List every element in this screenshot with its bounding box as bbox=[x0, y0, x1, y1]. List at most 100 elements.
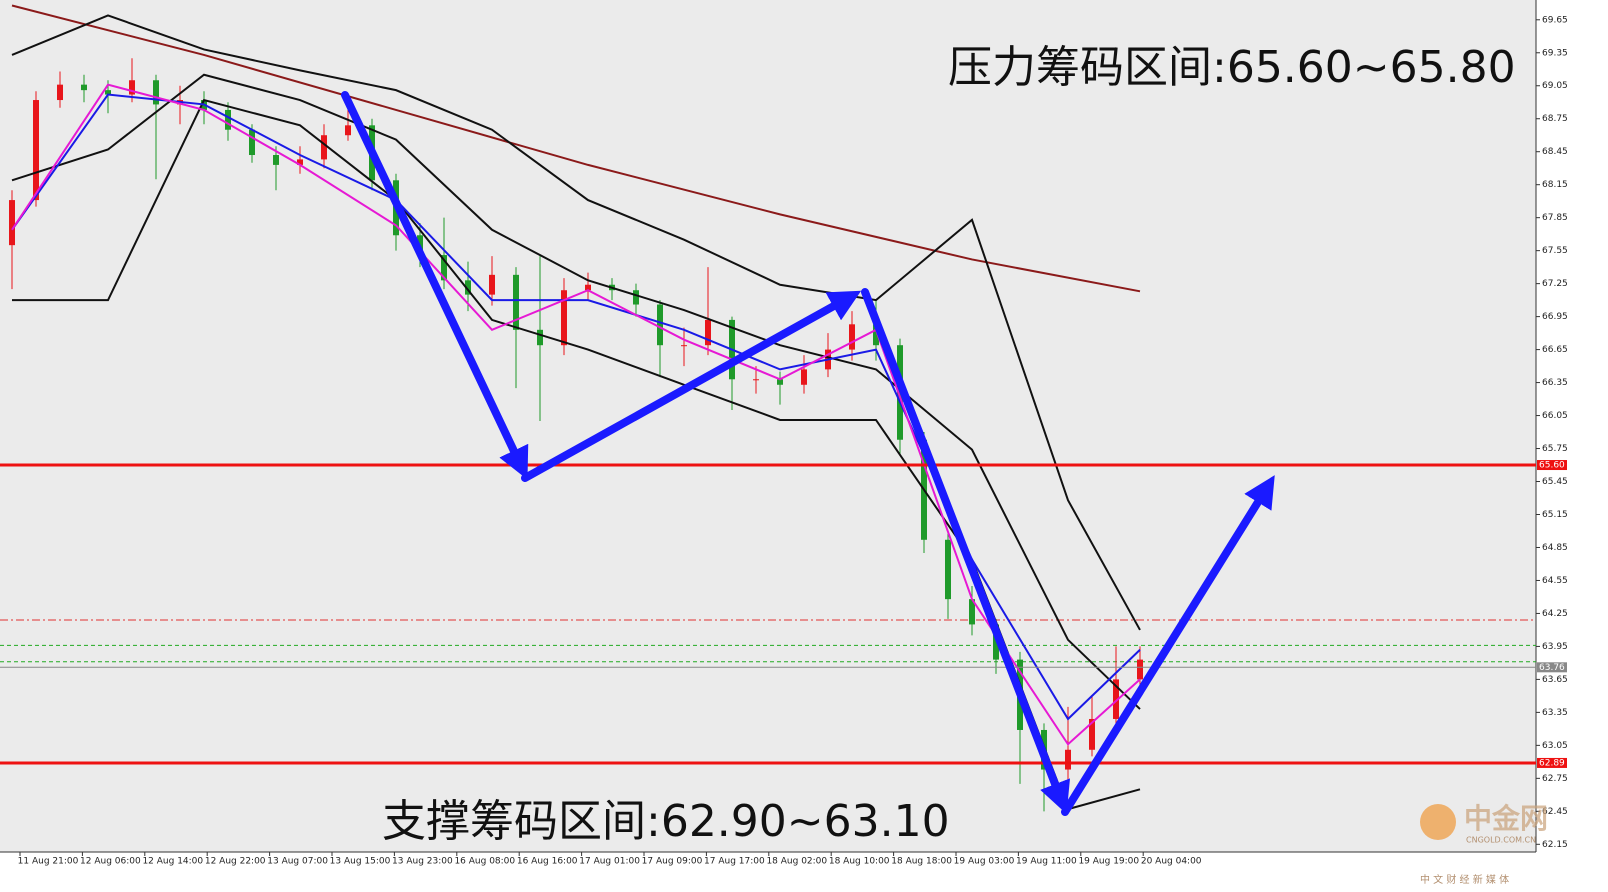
x-tick-label: 13 Aug 23:00 bbox=[392, 857, 453, 867]
candle-body bbox=[561, 290, 567, 346]
candle-body bbox=[321, 135, 327, 160]
candle-body bbox=[753, 379, 759, 381]
x-tick-label: 12 Aug 22:00 bbox=[205, 857, 266, 867]
watermark: 中 文 财 经 新 媒 体 bbox=[1420, 873, 1509, 886]
x-tick-label: 17 Aug 09:00 bbox=[642, 857, 703, 867]
candle-body bbox=[1065, 749, 1071, 770]
candle-body bbox=[513, 274, 519, 330]
y-tick-label: 67.25 bbox=[1542, 279, 1568, 289]
y-tick-label: 69.65 bbox=[1542, 15, 1568, 25]
annotation: 压力筹码区间:65.60~65.80 bbox=[948, 42, 1516, 93]
candle-body bbox=[33, 100, 39, 201]
y-tick-label: 63.95 bbox=[1542, 642, 1568, 652]
candle-body bbox=[105, 90, 111, 95]
y-tick-label: 68.15 bbox=[1542, 180, 1568, 190]
candle-body bbox=[1137, 659, 1143, 680]
candle-body bbox=[777, 379, 783, 385]
y-tick-label: 64.85 bbox=[1542, 543, 1568, 553]
y-tick-label: 64.55 bbox=[1542, 576, 1568, 586]
candle-body bbox=[441, 255, 447, 281]
y-tick-label: 62.15 bbox=[1542, 840, 1568, 850]
y-axis-area bbox=[1536, 0, 1608, 892]
y-tick-label: 62.75 bbox=[1542, 774, 1568, 784]
y-tick-label: 66.35 bbox=[1542, 378, 1568, 388]
x-tick-label: 12 Aug 14:00 bbox=[142, 857, 203, 867]
candle-body bbox=[873, 324, 879, 346]
candle-body bbox=[129, 80, 135, 95]
candle-body bbox=[297, 159, 303, 165]
x-tick-label: 17 Aug 17:00 bbox=[704, 857, 765, 867]
x-tick-label: 16 Aug 16:00 bbox=[517, 857, 578, 867]
annotation: 支撑筹码区间:62.90~63.10 bbox=[382, 796, 950, 847]
level-tag bbox=[1537, 662, 1567, 673]
y-tick-label: 67.55 bbox=[1542, 246, 1568, 256]
x-tick-label: 16 Aug 08:00 bbox=[454, 857, 515, 867]
y-tick-label: 63.35 bbox=[1542, 708, 1568, 718]
x-tick-label: 12 Aug 06:00 bbox=[80, 857, 141, 867]
y-tick-label: 66.95 bbox=[1542, 312, 1568, 322]
watermark-logo bbox=[1420, 804, 1456, 840]
candle-body bbox=[225, 109, 231, 130]
indicator-line bbox=[11, 4, 1141, 293]
y-tick-label: 62.45 bbox=[1542, 807, 1568, 817]
y-tick-label: 66.65 bbox=[1542, 345, 1568, 355]
x-tick-label: 18 Aug 02:00 bbox=[766, 857, 827, 867]
x-tick-label: 20 Aug 04:00 bbox=[1141, 857, 1202, 867]
candle-body bbox=[465, 280, 471, 295]
y-tick-label: 67.85 bbox=[1542, 213, 1568, 223]
x-tick-label: 18 Aug 18:00 bbox=[891, 857, 952, 867]
level-tag bbox=[1537, 460, 1567, 471]
candle-body bbox=[9, 200, 15, 246]
x-tick-label: 19 Aug 03:00 bbox=[954, 857, 1015, 867]
y-tick-label: 66.05 bbox=[1542, 411, 1568, 421]
indicator-line bbox=[11, 73, 1141, 710]
candle-body bbox=[81, 84, 87, 91]
candle-body bbox=[849, 324, 855, 350]
y-tick-label: 64.25 bbox=[1542, 609, 1568, 619]
x-tick-label: 19 Aug 19:00 bbox=[1078, 857, 1139, 867]
watermark: 中金网 bbox=[1464, 802, 1548, 835]
candle-body bbox=[633, 290, 639, 305]
y-tick-label: 65.45 bbox=[1542, 477, 1568, 487]
level-label: 62.89 bbox=[1539, 758, 1565, 768]
candle-body bbox=[585, 284, 591, 291]
candle-body bbox=[345, 125, 351, 136]
candle-body bbox=[489, 274, 495, 295]
y-tick-label: 63.05 bbox=[1542, 741, 1568, 751]
x-tick-label: 11 Aug 21:00 bbox=[18, 857, 79, 867]
candle-body bbox=[681, 345, 687, 347]
trend-arrows bbox=[341, 91, 1275, 816]
indicator-line bbox=[11, 14, 1141, 631]
y-tick-label: 65.75 bbox=[1542, 444, 1568, 454]
candle-body bbox=[1113, 679, 1119, 719]
indicator-line bbox=[11, 83, 1141, 746]
candle-body bbox=[249, 129, 255, 156]
candle-body bbox=[273, 155, 279, 165]
y-tick-label: 63.65 bbox=[1542, 675, 1568, 685]
x-tick-label: 18 Aug 10:00 bbox=[829, 857, 890, 867]
plot-area bbox=[0, 0, 1536, 852]
candle-body bbox=[801, 369, 807, 385]
candle-body bbox=[57, 84, 63, 101]
candle-body bbox=[153, 80, 159, 105]
y-tick-label: 69.35 bbox=[1542, 48, 1568, 58]
watermark: CNGOLD.COM.CN bbox=[1466, 836, 1536, 845]
x-tick-label: 19 Aug 11:00 bbox=[1016, 857, 1077, 867]
x-tick-label: 13 Aug 07:00 bbox=[267, 857, 328, 867]
candle-body bbox=[1089, 718, 1095, 750]
candle-body bbox=[945, 539, 951, 600]
x-tick-label: 13 Aug 15:00 bbox=[330, 857, 391, 867]
y-tick-label: 68.45 bbox=[1542, 147, 1568, 157]
level-label: 65.60 bbox=[1539, 461, 1565, 471]
candle-body bbox=[969, 599, 975, 625]
y-tick-label: 69.05 bbox=[1542, 81, 1568, 91]
candle-body bbox=[705, 319, 711, 346]
x-tick-label: 17 Aug 01:00 bbox=[579, 857, 640, 867]
y-tick-label: 68.75 bbox=[1542, 114, 1568, 124]
level-label: 63.76 bbox=[1539, 663, 1565, 673]
candle-body bbox=[657, 304, 663, 346]
candle-body bbox=[537, 329, 543, 346]
y-tick-label: 65.15 bbox=[1542, 510, 1568, 520]
level-tag bbox=[1537, 757, 1567, 768]
